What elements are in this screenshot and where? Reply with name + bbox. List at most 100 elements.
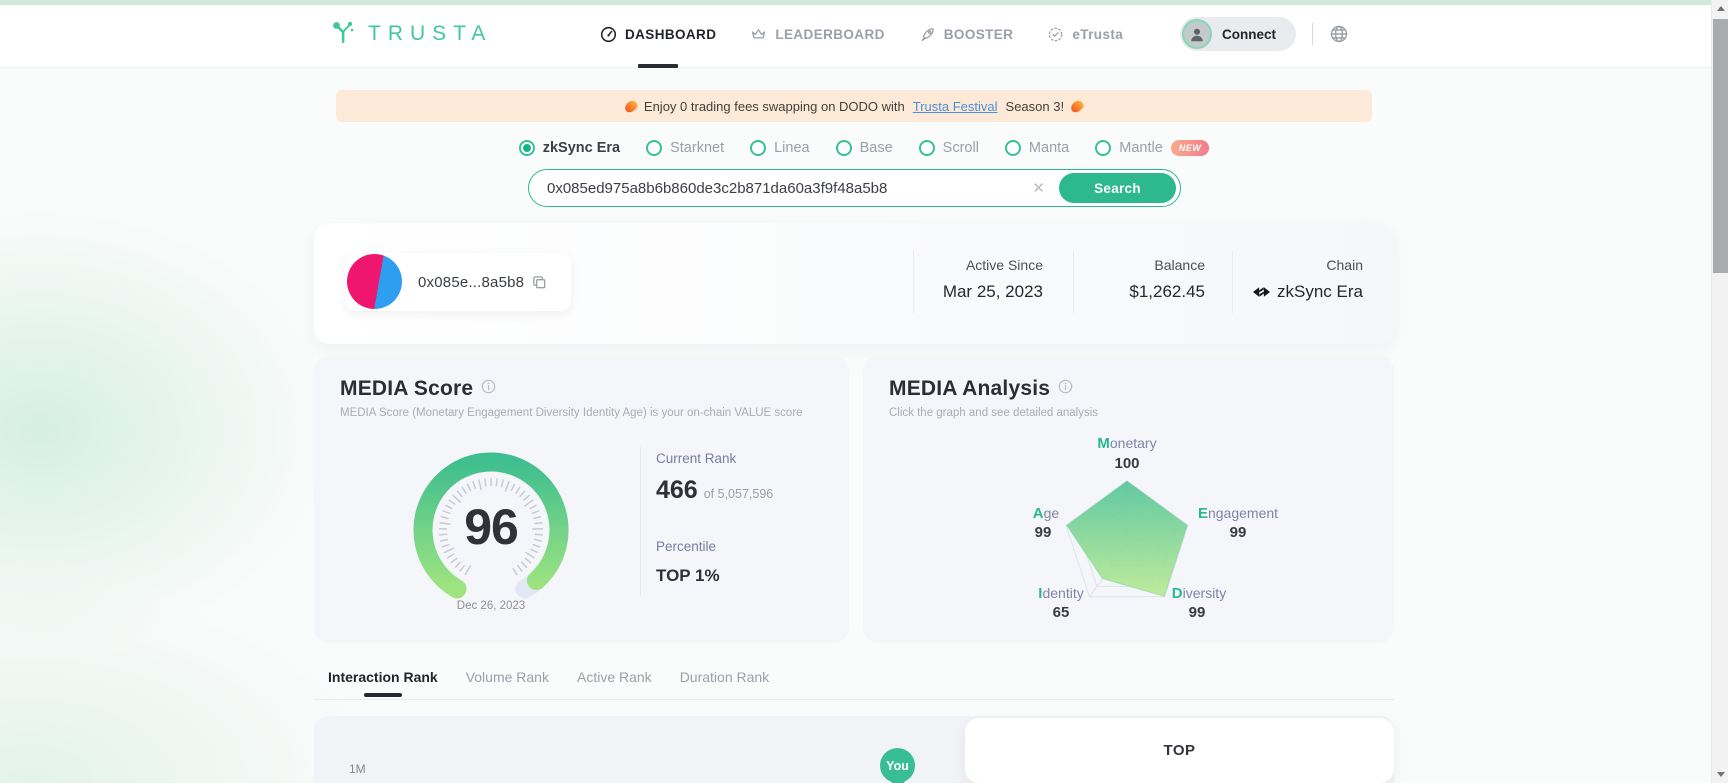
- chain-option-zksync-era[interactable]: zkSync Era: [518, 140, 620, 156]
- radio-icon: [646, 140, 663, 156]
- top-accent-strip: [0, 0, 1728, 5]
- scrollbar-thumb[interactable]: [1713, 19, 1728, 273]
- percentile-value: TOP 1%: [656, 566, 720, 585]
- top-rank-panel: TOP: [965, 718, 1394, 783]
- scroll-down-button[interactable]: [1712, 766, 1728, 783]
- wallet-address-short: 0x085e...8a5b8: [418, 273, 525, 291]
- nav-etrusta-label: eTrusta: [1072, 26, 1124, 42]
- tab-active-rank[interactable]: Active Rank: [576, 669, 652, 685]
- nav-etrusta[interactable]: eTrusta: [1047, 0, 1123, 68]
- clear-search-icon[interactable]: ✕: [1032, 180, 1045, 197]
- score-card-divider: [640, 447, 641, 595]
- zksync-logo-icon: [1253, 282, 1271, 302]
- percentile-label: Percentile: [656, 539, 717, 554]
- tab-duration-rank[interactable]: Duration Rank: [679, 669, 770, 685]
- chain-selector: zkSync Era Starknet Linea Base Scroll Ma…: [0, 140, 1728, 156]
- media-analysis-subtitle: Click the graph and see detailed analysi…: [889, 407, 1099, 419]
- radar-value-engagement: 99: [1229, 524, 1247, 541]
- crown-icon: [750, 26, 767, 43]
- header-divider: [1312, 23, 1313, 45]
- banner-text-after: Season 3!: [1005, 98, 1065, 114]
- score-date: Dec 26, 2023: [456, 600, 526, 612]
- dashboard-gauge-icon: [600, 26, 617, 43]
- current-rank-label: Current Rank: [656, 451, 737, 466]
- rank-block: Current Rank 466 of 5,057,596 Percentile…: [656, 451, 773, 586]
- media-analysis-card: MEDIA Analysis Click the graph and see d…: [863, 355, 1394, 643]
- chain-option-base[interactable]: Base: [835, 140, 893, 156]
- nav-booster[interactable]: BOOSTER: [919, 0, 1014, 68]
- address-pill: 0x085e...8a5b8: [345, 253, 571, 311]
- wallet-avatar-icon: [1182, 19, 1212, 49]
- stat-chain: Chain zkSync Era: [1253, 257, 1363, 302]
- radio-icon: [1095, 140, 1112, 156]
- brand-logo[interactable]: TRUSTA: [330, 0, 492, 68]
- radar-label-diversity: Diversity: [1171, 585, 1227, 602]
- gauge-arc: [401, 440, 581, 625]
- new-badge: NEW: [1170, 140, 1210, 156]
- media-score-gauge: 96: [401, 440, 581, 620]
- banner-link[interactable]: Trusta Festival: [912, 98, 998, 114]
- chain-option-manta[interactable]: Manta: [1004, 140, 1069, 156]
- stat-divider: [1232, 251, 1233, 313]
- header-actions: Connect: [1180, 0, 1349, 68]
- address-search-bar: ✕ Search: [528, 169, 1181, 207]
- nav-leaderboard[interactable]: LEADERBOARD: [750, 0, 884, 68]
- rank-tabs: Interaction Rank Volume Rank Active Rank…: [328, 657, 769, 697]
- stat-active-since: Active Since Mar 25, 2023: [942, 257, 1043, 301]
- media-analysis-radar-chart[interactable]: [1007, 455, 1247, 635]
- tab-volume-rank[interactable]: Volume Rank: [465, 669, 549, 685]
- info-icon[interactable]: [1058, 379, 1073, 399]
- media-score-card: MEDIA Score MEDIA Score (Monetary Engage…: [314, 355, 849, 643]
- active-tab-indicator: [363, 693, 402, 697]
- language-globe-icon[interactable]: [1329, 24, 1349, 44]
- connect-label: Connect: [1222, 26, 1276, 42]
- radar-value-diversity: 99: [1188, 604, 1206, 621]
- radio-icon: [750, 140, 767, 156]
- radio-icon: [518, 140, 535, 156]
- top-panel-title: TOP: [1163, 742, 1196, 759]
- scroll-up-button[interactable]: [1712, 0, 1728, 17]
- stat-divider: [1073, 251, 1074, 313]
- logo-sprout-icon: [330, 19, 356, 50]
- brand-wordmark: TRUSTA: [368, 22, 493, 45]
- radar-value-identity: 65: [1052, 604, 1070, 621]
- connect-wallet-button[interactable]: Connect: [1180, 17, 1296, 51]
- tabs-divider: [314, 699, 1394, 700]
- media-analysis-title: MEDIA Analysis: [889, 377, 1051, 400]
- flame-icon: [622, 97, 640, 115]
- scrollbar: [1711, 0, 1728, 783]
- chain-option-mantle[interactable]: Mantle NEW: [1095, 140, 1210, 156]
- tab-interaction-rank[interactable]: Interaction Rank: [328, 657, 438, 697]
- header: TRUSTA DASHBOARD: [0, 0, 1728, 68]
- search-button[interactable]: Search: [1059, 173, 1176, 203]
- media-score-title: MEDIA Score: [340, 377, 474, 400]
- nav-booster-label: BOOSTER: [943, 26, 1014, 42]
- radio-icon: [1004, 140, 1021, 156]
- rank-total: of 5,057,596: [703, 487, 774, 501]
- axis-label-1m: 1M: [349, 762, 366, 776]
- search-input[interactable]: [529, 179, 1019, 197]
- radar-value-monetary: 100: [1114, 455, 1140, 472]
- main-nav: DASHBOARD LEADERBOARD: [600, 0, 1123, 68]
- media-score-subtitle: MEDIA Score (Monetary Engagement Diversi…: [340, 407, 803, 419]
- chain-option-linea[interactable]: Linea: [750, 140, 810, 156]
- stat-divider: [913, 251, 914, 313]
- radar-label-age: Age: [1032, 505, 1060, 522]
- radar-label-identity: Identity: [1038, 585, 1084, 602]
- stat-balance: Balance $1,262.45: [1129, 257, 1205, 301]
- radar-label-engagement: Engagement: [1197, 505, 1279, 522]
- nav-dashboard[interactable]: DASHBOARD: [600, 0, 716, 68]
- radar-value-age: 99: [1034, 524, 1052, 541]
- copy-address-icon[interactable]: [532, 275, 547, 290]
- wallet-identicon-avatar: [347, 254, 402, 309]
- chain-option-starknet[interactable]: Starknet: [646, 140, 724, 156]
- media-score-value: 96: [464, 499, 519, 555]
- nav-dashboard-label: DASHBOARD: [625, 26, 717, 42]
- active-nav-indicator: [638, 64, 679, 68]
- radio-icon: [918, 140, 935, 156]
- current-rank-value: 466: [656, 476, 698, 504]
- promo-banner: Enjoy 0 trading fees swapping on DODO wi…: [336, 90, 1372, 122]
- chain-option-scroll[interactable]: Scroll: [918, 140, 979, 156]
- info-icon[interactable]: [481, 379, 496, 399]
